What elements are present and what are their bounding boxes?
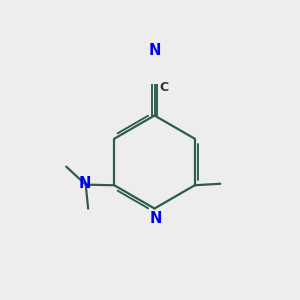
Text: C: C: [159, 81, 168, 94]
Text: N: N: [150, 211, 162, 226]
Text: N: N: [148, 44, 161, 59]
Text: N: N: [79, 176, 91, 191]
